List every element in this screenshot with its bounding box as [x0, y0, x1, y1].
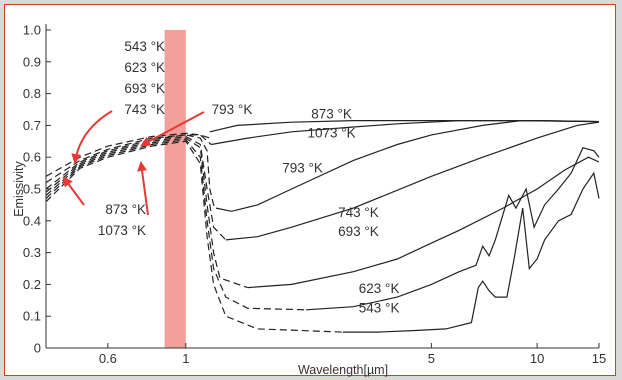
highlight-band [164, 30, 186, 348]
arrow-mid-group [140, 111, 205, 146]
y-axis-label: Emissivity [12, 160, 26, 216]
curve-label: 873 °K [311, 106, 352, 121]
curve-label: 543 °K [359, 300, 400, 315]
group-top-label: 743 °K [124, 102, 165, 117]
y-tick-label: 0.4 [23, 213, 41, 228]
group-top-label: 543 °K [124, 39, 165, 54]
y-tick-label: 0.3 [23, 245, 41, 260]
arrow-top-group [71, 110, 113, 164]
group-top-label: 623 °K [124, 60, 165, 75]
curve-dashed-1 [45, 134, 212, 184]
curve-dashed-3 [45, 135, 227, 241]
curve-label: 623 °K [359, 281, 400, 296]
x-tick-label: 15 [592, 351, 606, 366]
curve-solid-0 [209, 120, 600, 133]
arrow-bottom-group-left [62, 176, 85, 206]
curve-dashed-6 [45, 140, 343, 333]
x-tick-label: 10 [530, 351, 544, 366]
curve-label: 793 °K [282, 160, 323, 175]
x-tick-label: 0.6 [99, 351, 117, 366]
y-tick-label: 0.9 [23, 54, 41, 69]
curve-dashed-5 [45, 139, 307, 311]
curve-solid-3 [225, 121, 600, 241]
y-tick-label: 0.6 [23, 150, 41, 165]
curve-label: 1073 °K [308, 125, 356, 140]
curve-solid-1 [210, 120, 600, 146]
y-tick-label: 0.8 [23, 86, 41, 101]
curve-label: 743 °K [338, 205, 379, 220]
y-tick-label: 1.0 [23, 23, 41, 38]
curve-solid-6 [342, 171, 600, 333]
chart-frame [4, 4, 616, 376]
group-mid-label: 793 °K [212, 102, 253, 117]
curve-solid-5 [306, 146, 600, 311]
x-tick-label: 1 [182, 351, 189, 366]
group-bottom-label: 873 °K [105, 202, 146, 217]
curve-solid-4 [247, 156, 600, 289]
y-tick-label: 0 [34, 341, 41, 356]
curve-dashed-2 [45, 134, 217, 209]
group-bottom-label: 1073 °K [98, 223, 146, 238]
curve-dashed-4 [45, 137, 248, 289]
curve-solid-2 [215, 119, 600, 212]
y-tick-label: 0.2 [23, 277, 41, 292]
x-axis-label: Wavelength[µm] [298, 363, 388, 377]
y-tick-label: 0.7 [23, 118, 41, 133]
group-top-label: 693 °K [124, 81, 165, 96]
curve-label: 693 °K [338, 224, 379, 239]
x-tick-label: 5 [428, 351, 435, 366]
y-tick-label: 0.1 [23, 309, 41, 324]
arrow-bottom-group-right [137, 161, 149, 216]
y-tick-label: 0.5 [23, 182, 41, 197]
